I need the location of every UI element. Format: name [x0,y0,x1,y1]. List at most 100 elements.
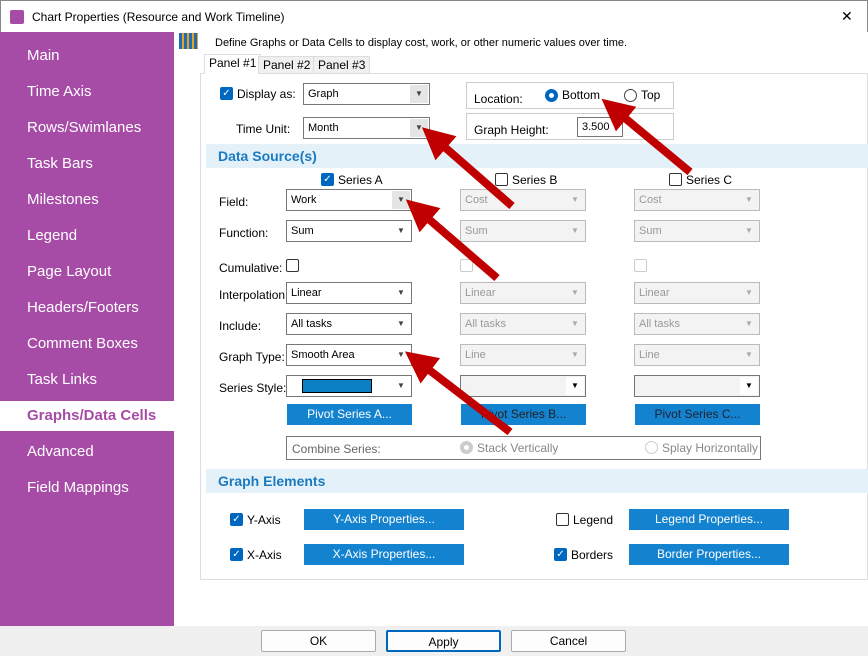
display-as-dropdown[interactable]: Graph ▼ [303,83,430,105]
borders-checkbox[interactable]: ✓ [554,548,567,561]
sidebar-item-task-bars[interactable]: Task Bars [27,155,93,172]
interpolation-label: Interpolation: [219,288,289,302]
chevron-down-icon: ▼ [397,226,405,235]
series-c-graph-type-dropdown[interactable]: Line ▼ [634,344,760,366]
y-axis-properties-button[interactable]: Y-Axis Properties... [304,509,464,530]
sidebar-item-page-layout[interactable]: Page Layout [27,263,112,280]
series-a-color-swatch [302,379,372,393]
location-label: Location: [474,92,523,106]
series-a-function-dropdown[interactable]: Sum ▼ [286,220,412,242]
series-c-include-dropdown[interactable]: All tasks ▼ [634,313,760,335]
function-label: Function: [219,226,269,240]
series-a-cumulative-checkbox[interactable] [286,259,299,272]
border-properties-button[interactable]: Border Properties... [629,544,789,565]
y-axis-checkbox[interactable]: ✓ [230,513,243,526]
legend-checkbox[interactable] [556,513,569,526]
graph-height-spinner[interactable]: 3.500 [577,117,623,137]
pivot-series-c-button[interactable]: Pivot Series C... [635,404,760,425]
sidebar-item-headers-footers[interactable]: Headers/Footers [27,299,139,316]
series-c-checkbox[interactable] [669,173,682,186]
series-b-interpolation-dropdown[interactable]: Linear ▼ [460,282,586,304]
location-bottom-label: Bottom [562,88,601,102]
series-c-function-dropdown[interactable]: Sum ▼ [634,220,760,242]
time-unit-dropdown[interactable]: Month ▼ [303,117,430,139]
series-a-interpolation-dropdown[interactable]: Linear ▼ [286,282,412,304]
time-unit-label: Time Unit: [236,122,291,136]
close-icon[interactable]: ✕ [841,8,853,24]
chevron-down-icon: ▼ [397,381,405,390]
tab-panel-3[interactable]: Panel #3 [313,56,371,74]
pivot-series-b-button[interactable]: Pivot Series B... [461,404,586,425]
chevron-down-icon: ▼ [745,288,753,297]
tab-panel-2[interactable]: Panel #2 [258,56,316,74]
chevron-down-icon: ▼ [745,226,753,235]
sidebar-item-main[interactable]: Main [27,47,60,64]
location-top-label: Top [641,88,661,102]
x-axis-checkbox[interactable]: ✓ [230,548,243,561]
series-c-field-dropdown[interactable]: Cost ▼ [634,189,760,211]
sidebar-item-legend[interactable]: Legend [27,227,78,244]
ok-button[interactable]: OK [261,630,376,652]
data-source-header: Data Source(s) [206,144,868,168]
series-a-graph-type-dropdown[interactable]: Smooth Area ▼ [286,344,412,366]
display-as-checkbox[interactable]: ✓ [220,87,233,100]
stack-vertically-label: Stack Vertically [477,441,559,455]
combine-series-label: Combine Series: [292,442,381,456]
chevron-down-icon: ▼ [397,350,405,359]
chevron-down-icon: ▼ [571,319,579,328]
cancel-button[interactable]: Cancel [511,630,626,652]
series-a-include-dropdown[interactable]: All tasks ▼ [286,313,412,335]
chevron-down-icon: ▼ [392,191,410,209]
chevron-down-icon: ▼ [745,350,753,359]
series-c-interpolation-dropdown[interactable]: Linear ▼ [634,282,760,304]
series-b-field-dropdown[interactable]: Cost ▼ [460,189,586,211]
borders-label: Borders [571,548,614,562]
include-label: Include: [219,319,262,333]
series-a-style-dropdown[interactable]: ▼ [286,375,412,397]
sidebar: Main Time Axis Rows/Swimlanes Task Bars … [0,32,174,626]
combine-series-group [286,436,761,460]
sidebar-item-time-axis[interactable]: Time Axis [27,83,92,100]
cumulative-label: Cumulative: [219,261,283,275]
series-c-cumulative-checkbox[interactable] [634,259,647,272]
series-a-field-dropdown[interactable]: Work ▼ [286,189,412,211]
tab-panel-1[interactable]: Panel #1 [204,54,262,74]
chevron-down-icon: ▼ [397,288,405,297]
series-a-checkbox[interactable]: ✓ [321,173,334,186]
description: Define Graphs or Data Cells to display c… [215,37,628,49]
series-b-function-dropdown[interactable]: Sum ▼ [460,220,586,242]
legend-label: Legend [573,513,614,527]
series-b-checkbox[interactable] [495,173,508,186]
splay-horizontally-radio[interactable] [645,441,658,454]
series-b-graph-type-dropdown[interactable]: Line ▼ [460,344,586,366]
sidebar-item-comment-boxes[interactable]: Comment Boxes [27,335,138,352]
graph-icon [179,33,198,49]
series-b-style-dropdown[interactable]: ▼ [460,375,586,397]
sidebar-item-field-mappings[interactable]: Field Mappings [27,479,129,496]
stack-vertically-radio[interactable] [460,441,473,454]
title-bar: Chart Properties (Resource and Work Time… [0,0,868,32]
app-icon [10,10,24,24]
chevron-down-icon: ▼ [745,319,753,328]
series-b-include-dropdown[interactable]: All tasks ▼ [460,313,586,335]
apply-button[interactable]: Apply [386,630,501,652]
graph-type-label: Graph Type: [219,350,285,364]
sidebar-item-milestones[interactable]: Milestones [27,191,99,208]
location-bottom-radio[interactable] [545,89,558,102]
pivot-series-a-button[interactable]: Pivot Series A... [287,404,412,425]
sidebar-item-task-links[interactable]: Task Links [27,371,98,388]
legend-properties-button[interactable]: Legend Properties... [629,509,789,530]
series-c-style-dropdown[interactable]: ▼ [634,375,760,397]
chevron-down-icon: ▼ [571,195,579,204]
sidebar-item-rows[interactable]: Rows/Swimlanes [27,119,142,136]
field-label: Field: [219,195,249,209]
x-axis-properties-button[interactable]: X-Axis Properties... [304,544,464,565]
chevron-down-icon: ▼ [566,377,584,395]
sidebar-item-advanced[interactable]: Advanced [27,443,94,460]
series-b-cumulative-checkbox[interactable] [460,259,473,272]
y-axis-label: Y-Axis [247,513,281,527]
chevron-down-icon: ▼ [571,226,579,235]
location-top-radio[interactable] [624,89,637,102]
sidebar-item-graphs-data-cells[interactable]: Graphs/Data Cells [0,401,174,431]
chevron-down-icon: ▼ [397,319,405,328]
